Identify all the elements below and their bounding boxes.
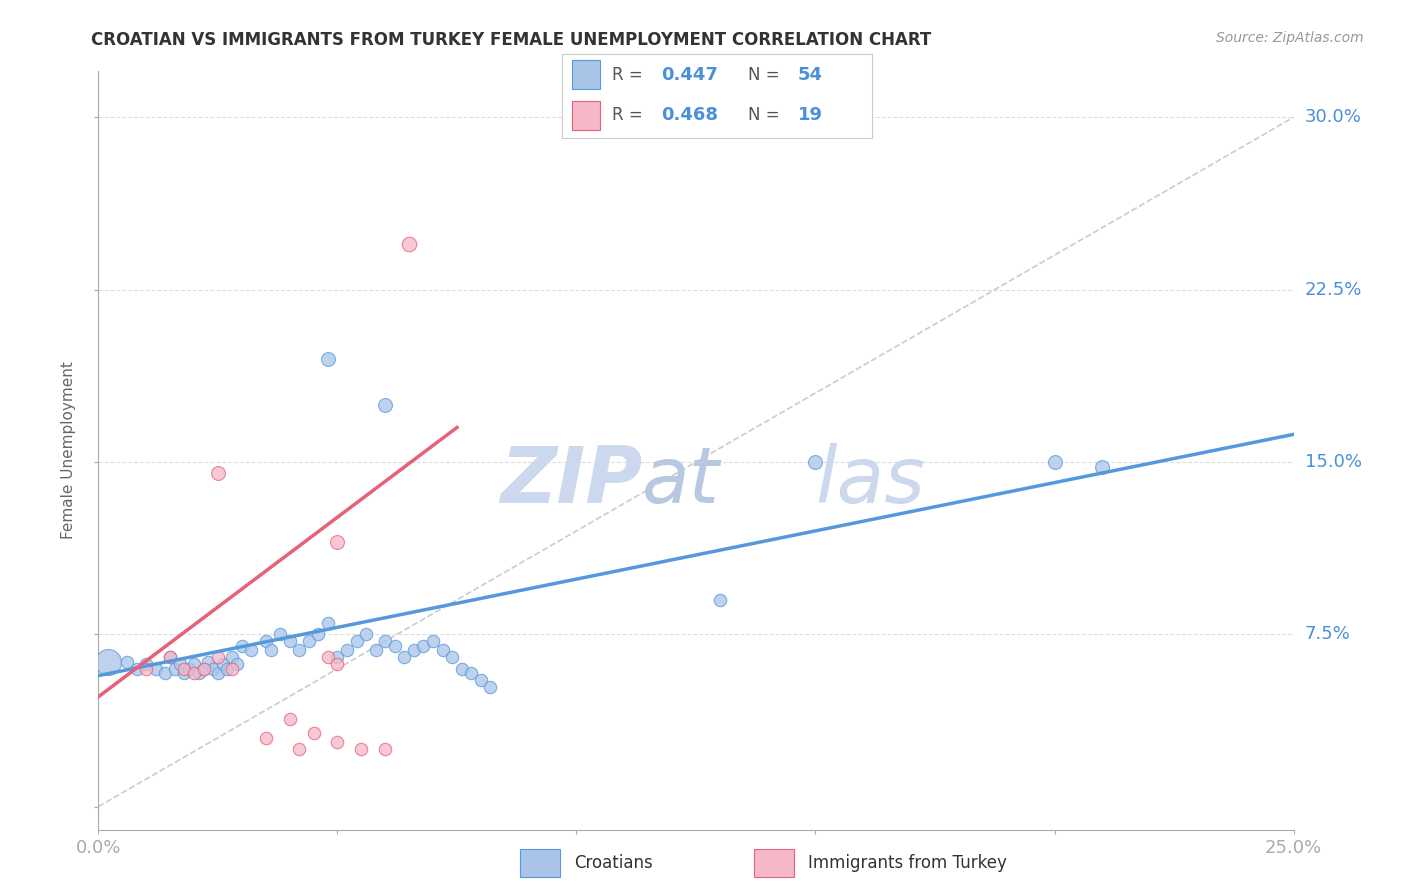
Point [221,650,243,665]
Point [135,657,157,672]
Point [240,643,263,657]
Point [384,639,406,653]
Text: Croatians: Croatians [574,854,652,872]
Point [259,643,281,657]
FancyBboxPatch shape [520,849,560,877]
Text: 0.447: 0.447 [661,66,718,84]
Point [278,712,301,726]
Point [336,643,359,657]
Point [183,666,205,681]
Point [193,662,215,676]
Point [173,662,195,676]
Point [125,662,148,676]
Point [159,650,181,665]
Y-axis label: Female Unemployment: Female Unemployment [60,361,76,540]
FancyBboxPatch shape [572,61,599,89]
Text: Source: ZipAtlas.com: Source: ZipAtlas.com [1216,31,1364,45]
Point [288,742,311,756]
Text: R =: R = [612,66,648,84]
Text: R =: R = [612,105,648,123]
Point [460,666,482,681]
Point [193,662,215,676]
Point [254,634,277,648]
Point [346,634,368,648]
Point [269,627,291,641]
Point [179,662,201,676]
Point [441,650,464,665]
Point [135,662,157,676]
Text: 15.0%: 15.0% [1305,453,1361,471]
Text: 54: 54 [797,66,823,84]
Point [302,726,325,740]
Point [450,662,472,676]
Point [173,666,195,681]
Point [326,535,349,549]
Point [326,650,349,665]
Point [221,662,243,676]
Point [316,650,339,665]
Point [432,643,454,657]
Point [398,236,420,251]
Point [402,643,425,657]
Point [97,655,120,669]
Point [709,592,731,607]
Point [1043,455,1066,469]
Text: at: at [643,442,720,519]
Point [374,634,396,648]
Point [288,643,311,657]
Point [155,666,177,681]
Point [187,666,209,681]
FancyBboxPatch shape [572,101,599,130]
Point [145,662,167,676]
Point [278,634,301,648]
Point [169,657,191,672]
Point [226,657,249,672]
Point [207,666,229,681]
Point [231,639,253,653]
Point [470,673,492,688]
Point [211,657,233,672]
Point [159,650,181,665]
Point [479,680,502,694]
Point [183,657,205,672]
Point [316,351,339,366]
Point [254,731,277,745]
Point [217,662,239,676]
Text: 22.5%: 22.5% [1305,281,1362,299]
Point [1091,459,1114,474]
Point [207,650,229,665]
Point [350,742,373,756]
Point [163,662,186,676]
Point [197,655,219,669]
Text: las: las [815,442,925,519]
Point [412,639,434,653]
Point [394,650,416,665]
Point [374,397,396,411]
Point [422,634,444,648]
Text: Immigrants from Turkey: Immigrants from Turkey [807,854,1007,872]
Text: ZIP: ZIP [501,442,643,519]
Text: 0.468: 0.468 [661,105,718,123]
Text: 30.0%: 30.0% [1305,108,1361,127]
Point [354,627,377,641]
Text: N =: N = [748,66,785,84]
Text: 7.5%: 7.5% [1305,625,1351,643]
Point [374,742,396,756]
Text: CROATIAN VS IMMIGRANTS FROM TURKEY FEMALE UNEMPLOYMENT CORRELATION CHART: CROATIAN VS IMMIGRANTS FROM TURKEY FEMAL… [91,31,932,49]
Point [207,467,229,481]
Point [326,657,349,672]
Point [326,735,349,749]
Point [364,643,387,657]
Text: 19: 19 [797,105,823,123]
Point [202,662,225,676]
Point [804,455,827,469]
Point [298,634,321,648]
Point [307,627,329,641]
Text: N =: N = [748,105,785,123]
Point [316,615,339,630]
Point [115,655,138,669]
FancyBboxPatch shape [754,849,794,877]
